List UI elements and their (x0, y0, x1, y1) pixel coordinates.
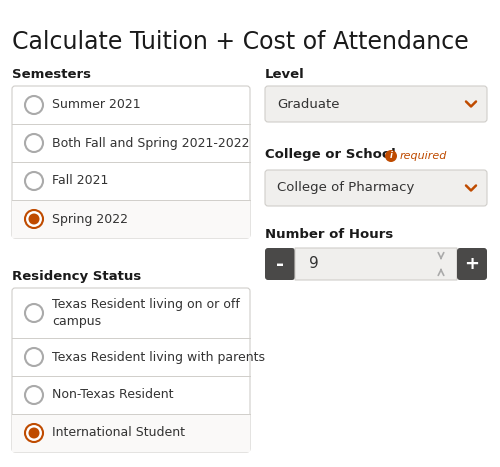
Circle shape (25, 210, 43, 228)
Text: i: i (390, 151, 392, 161)
Text: Spring 2022: Spring 2022 (52, 212, 128, 226)
Circle shape (25, 304, 43, 322)
Circle shape (28, 427, 40, 439)
FancyBboxPatch shape (12, 200, 250, 238)
Text: Semesters: Semesters (12, 68, 91, 81)
Text: Fall 2021: Fall 2021 (52, 175, 108, 187)
Text: Calculate Tuition + Cost of Attendance: Calculate Tuition + Cost of Attendance (12, 30, 469, 54)
FancyBboxPatch shape (265, 86, 487, 122)
FancyBboxPatch shape (265, 248, 295, 280)
Text: +: + (464, 255, 479, 273)
Circle shape (25, 172, 43, 190)
Text: College or School: College or School (265, 148, 396, 161)
Text: required: required (400, 151, 448, 161)
FancyBboxPatch shape (12, 86, 250, 238)
Circle shape (25, 134, 43, 152)
FancyBboxPatch shape (265, 170, 487, 206)
FancyBboxPatch shape (12, 414, 250, 452)
Text: -: - (276, 255, 284, 274)
Circle shape (25, 348, 43, 366)
Text: Graduate: Graduate (277, 98, 340, 111)
FancyBboxPatch shape (295, 248, 457, 280)
Text: 9: 9 (309, 256, 319, 271)
Circle shape (25, 424, 43, 442)
FancyBboxPatch shape (457, 248, 487, 280)
Text: Texas Resident living with parents: Texas Resident living with parents (52, 351, 265, 363)
FancyBboxPatch shape (12, 288, 250, 452)
Text: Residency Status: Residency Status (12, 270, 141, 283)
Circle shape (28, 213, 40, 225)
Text: Non-Texas Resident: Non-Texas Resident (52, 389, 174, 402)
Text: Level: Level (265, 68, 305, 81)
Text: College of Pharmacy: College of Pharmacy (277, 182, 414, 194)
Circle shape (25, 96, 43, 114)
Circle shape (385, 150, 397, 162)
Text: Both Fall and Spring 2021-2022: Both Fall and Spring 2021-2022 (52, 136, 250, 149)
Circle shape (25, 386, 43, 404)
Text: Number of Hours: Number of Hours (265, 228, 393, 241)
Text: Texas Resident living on or off
campus: Texas Resident living on or off campus (52, 298, 240, 328)
Text: Summer 2021: Summer 2021 (52, 99, 141, 112)
Text: International Student: International Student (52, 426, 185, 439)
